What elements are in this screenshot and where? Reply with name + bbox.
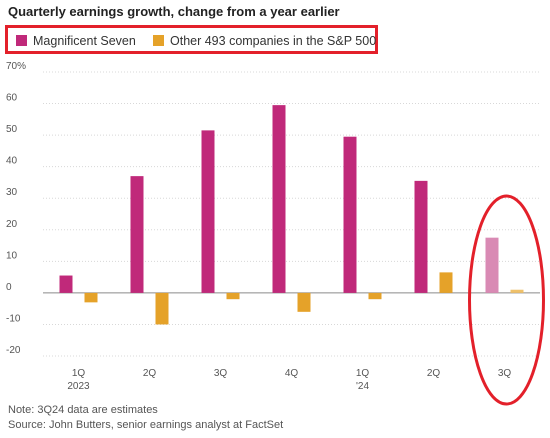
x-tick-label-year: '24: [356, 381, 369, 392]
bar-magnificent-seven: [130, 176, 144, 293]
y-tick-label: -20: [6, 345, 21, 356]
x-tick-label-year: 2023: [67, 381, 90, 392]
bar-other-493: [226, 292, 240, 300]
bar-magnificent-seven: [485, 237, 499, 293]
legend: Magnificent Seven Other 493 companies in…: [5, 25, 378, 54]
y-tick-label: -10: [6, 313, 21, 324]
bar-other-493: [84, 292, 98, 303]
x-tick-label: 2Q: [143, 368, 157, 379]
bar-other-493: [439, 272, 453, 293]
bar-magnificent-seven: [272, 105, 286, 293]
bar-magnificent-seven: [59, 275, 73, 293]
legend-label-other-493: Other 493 companies in the S&P 500: [170, 34, 377, 48]
legend-swatch-other-493: [153, 35, 164, 46]
bar-other-493: [155, 292, 169, 325]
y-tick-label: 50: [6, 124, 18, 135]
highlight-ellipse: [468, 194, 545, 406]
y-tick-label: 60: [6, 93, 18, 104]
bar-other-493: [510, 289, 524, 293]
legend-item-other-493: Other 493 companies in the S&P 500: [153, 34, 376, 48]
y-tick-label: 30: [6, 187, 18, 198]
legend-item-magnificent-seven: Magnificent Seven: [16, 34, 136, 48]
x-tick-label: 2Q: [427, 368, 441, 379]
chart-title: Quarterly earnings growth, change from a…: [8, 4, 340, 19]
bar-other-493: [297, 292, 311, 312]
legend-swatch-magnificent-seven: [16, 35, 27, 46]
x-tick-label: 3Q: [498, 368, 512, 379]
legend-label-magnificent-seven: Magnificent Seven: [33, 34, 136, 48]
x-tick-label: 1Q: [356, 368, 370, 379]
bar-magnificent-seven: [414, 180, 428, 293]
y-tick-label: 10: [6, 250, 18, 261]
y-tick-label: 0: [6, 282, 12, 293]
bar-magnificent-seven: [343, 136, 357, 293]
x-tick-label: 4Q: [285, 368, 299, 379]
bar-other-493: [368, 292, 382, 300]
x-tick-label: 1Q: [72, 368, 86, 379]
chart-note: Note: 3Q24 data are estimates: [8, 404, 158, 416]
y-tick-label: 70%: [6, 61, 26, 72]
chart-source: Source: John Butters, senior earnings an…: [8, 419, 284, 431]
bar-magnificent-seven: [201, 130, 215, 293]
x-tick-label: 3Q: [214, 368, 228, 379]
y-tick-label: 40: [6, 156, 18, 167]
y-tick-label: 20: [6, 219, 18, 230]
